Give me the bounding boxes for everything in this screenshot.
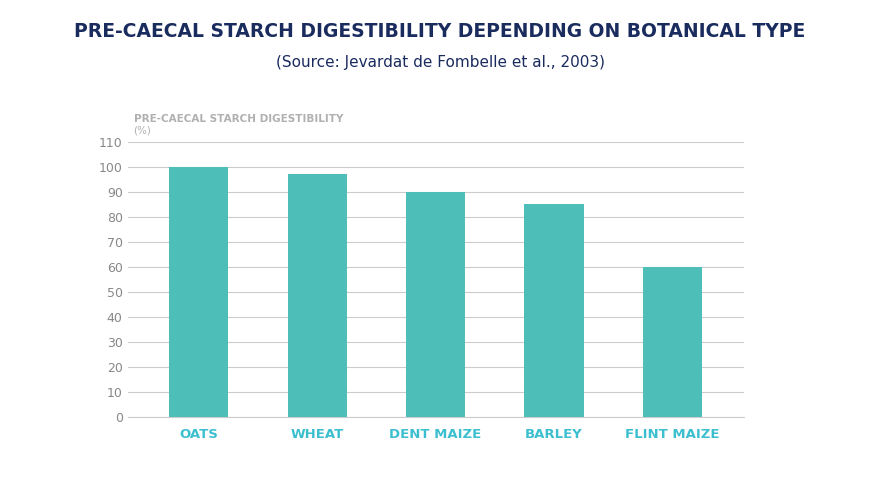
Text: PRE-CAECAL STARCH DIGESTIBILITY: PRE-CAECAL STARCH DIGESTIBILITY bbox=[134, 114, 343, 125]
Bar bbox=[643, 267, 702, 417]
Bar bbox=[169, 167, 228, 417]
Bar bbox=[288, 174, 347, 417]
Text: (Source: Jevardat de Fombelle et al., 2003): (Source: Jevardat de Fombelle et al., 20… bbox=[275, 55, 605, 70]
Bar bbox=[406, 192, 466, 417]
Text: PRE-CAECAL STARCH DIGESTIBILITY DEPENDING ON BOTANICAL TYPE: PRE-CAECAL STARCH DIGESTIBILITY DEPENDIN… bbox=[75, 22, 805, 41]
Bar bbox=[524, 205, 583, 417]
Text: (%): (%) bbox=[134, 125, 151, 136]
